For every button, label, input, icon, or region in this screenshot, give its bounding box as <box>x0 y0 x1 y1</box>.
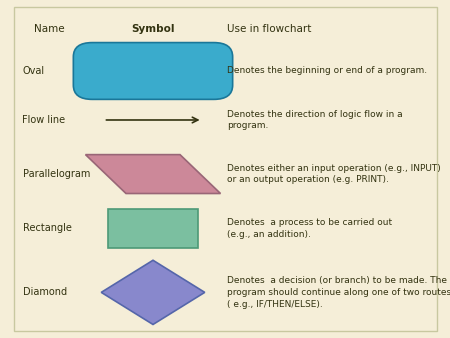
Text: Denotes the direction of logic flow in a
program.: Denotes the direction of logic flow in a… <box>227 110 403 130</box>
Text: Denotes  a decision (or branch) to be made. The
program should continue along on: Denotes a decision (or branch) to be mad… <box>227 276 450 309</box>
Text: Symbol: Symbol <box>131 24 175 34</box>
Text: Use in flowchart: Use in flowchart <box>227 24 311 34</box>
Text: Flow line: Flow line <box>22 115 66 125</box>
Text: Denotes the beginning or end of a program.: Denotes the beginning or end of a progra… <box>227 67 428 75</box>
Text: Name: Name <box>34 24 65 34</box>
Bar <box>108 209 198 247</box>
FancyBboxPatch shape <box>14 7 436 331</box>
Text: Diamond: Diamond <box>22 287 67 297</box>
Text: Denotes either an input operation (e.g., INPUT)
or an output operation (e.g. PRI: Denotes either an input operation (e.g.,… <box>227 164 441 185</box>
Text: Oval: Oval <box>22 66 45 76</box>
Text: Denotes  a process to be carried out
(e.g., an addition).: Denotes a process to be carried out (e.g… <box>227 218 392 239</box>
Text: Rectangle: Rectangle <box>22 223 72 233</box>
FancyBboxPatch shape <box>73 43 233 99</box>
Polygon shape <box>86 155 220 193</box>
Text: Parallelogram: Parallelogram <box>22 169 90 179</box>
Polygon shape <box>101 260 205 324</box>
